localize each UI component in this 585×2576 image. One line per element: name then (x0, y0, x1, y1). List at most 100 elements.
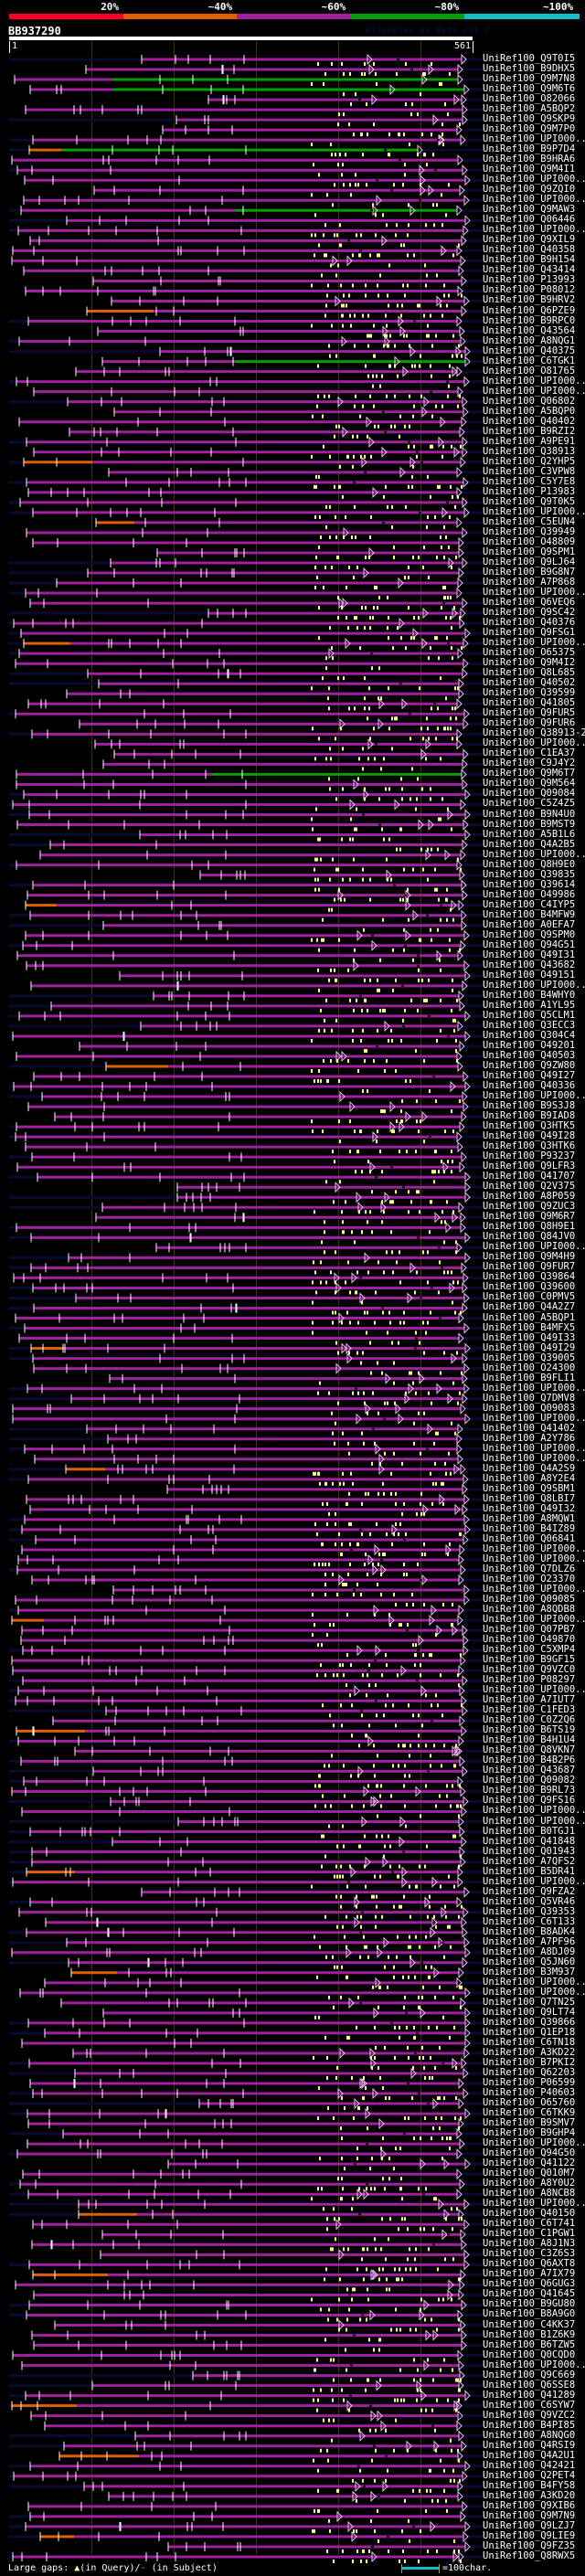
hit-label[interactable]: UniRef100_Q94G51 (483, 938, 576, 950)
hit-label[interactable]: UniRef100_B4IZ89 (483, 1522, 576, 1534)
hit-label[interactable]: UniRef100_A9PE91 (483, 435, 576, 447)
hit-label[interactable]: UniRef100_Q9SBM1 (483, 1482, 576, 1494)
hit-label[interactable]: UniRef100_Q38913 (483, 445, 576, 457)
hit-label[interactable]: UniRef100_Q49I33 (483, 1331, 576, 1343)
hit-label[interactable]: UniRef100_Q9ZUC3 (483, 1201, 576, 1213)
hit-label[interactable]: UniRef100_Q49I29 (483, 1341, 576, 1353)
hit-label[interactable]: UniRef100_Q41402 (483, 1422, 576, 1434)
hit-label[interactable]: UniRef100_Q38913-2 (483, 727, 585, 739)
hit-label[interactable]: UniRef100_Q40336 (483, 1080, 576, 1092)
hit-label[interactable]: UniRef100_C5Z4Z5 (483, 798, 576, 810)
hit-label[interactable]: UniRef100_Q9M4I1 (483, 164, 576, 175)
hit-label[interactable]: UniRef100_Q06446 (483, 214, 576, 226)
hit-label[interactable]: UniRef100_UPI000.. (483, 2198, 585, 2210)
hit-label[interactable]: UniRef100_UPI000.. (483, 2359, 585, 2370)
hit-label[interactable]: UniRef100_Q4A2B5 (483, 838, 576, 850)
hit-label[interactable]: UniRef100_C5Y7E8 (483, 475, 576, 487)
hit-label[interactable]: UniRef100_UPI000.. (483, 737, 585, 749)
hit-label[interactable]: UniRef100_Q40502 (483, 677, 576, 689)
hit-label[interactable]: UniRef100_Q41848 (483, 1835, 576, 1847)
hit-label[interactable]: UniRef100_Q8L685 (483, 667, 576, 679)
hit-label[interactable]: UniRef100_Q4A2Z7 (483, 1301, 576, 1313)
hit-label[interactable]: UniRef100_B9IAD8 (483, 1110, 576, 1122)
hit-label[interactable]: UniRef100_Q010M7 (483, 2168, 576, 2179)
hit-label[interactable]: UniRef100_Q42421 (483, 2459, 576, 2471)
hit-label[interactable]: UniRef100_Q6SSE8 (483, 2379, 576, 2390)
hit-label[interactable]: UniRef100_O49870 (483, 1634, 576, 1646)
hit-label[interactable]: UniRef100_Q43682 (483, 959, 576, 970)
hit-label[interactable]: UniRef100_B9SMV7 (483, 2117, 576, 2129)
hit-label[interactable]: UniRef100_Q41289 (483, 2389, 576, 2401)
hit-label[interactable]: UniRef100_Q39599 (483, 687, 576, 699)
hit-label[interactable]: UniRef100_A7P868 (483, 577, 576, 588)
hit-label[interactable]: UniRef100_Q9FUR6 (483, 717, 576, 729)
hit-label[interactable]: UniRef100_Q39005 (483, 1352, 576, 1363)
hit-label[interactable]: UniRef100_A7IUT7 (483, 1694, 576, 1706)
hit-label[interactable]: UniRef100_P93237 (483, 1150, 576, 1162)
hit-label[interactable]: UniRef100_Q06841 (483, 1532, 576, 1544)
hit-label[interactable]: UniRef100_Q62203 (483, 2067, 576, 2078)
hit-label[interactable]: UniRef100_B9N4U0 (483, 808, 576, 820)
hit-label[interactable]: UniRef100_UPI000.. (483, 979, 585, 991)
hit-label[interactable]: UniRef100_Q7DMV8 (483, 1392, 576, 1404)
hit-label[interactable]: UniRef100_B9RZI2 (483, 425, 576, 437)
hit-label[interactable]: UniRef100_Q6AXT8 (483, 2258, 576, 2270)
hit-label[interactable]: UniRef100_Q01943 (483, 1845, 576, 1857)
hit-label[interactable]: UniRef100_P13983 (483, 485, 576, 497)
hit-label[interactable]: UniRef100_Q9M6T6 (483, 83, 576, 95)
hit-label[interactable]: UniRef100_Q40358 (483, 244, 576, 256)
hit-label[interactable]: UniRef100_A5BQP1 (483, 1311, 576, 1323)
hit-label[interactable]: UniRef100_Q09083 (483, 1402, 576, 1414)
hit-label[interactable]: UniRef100_A5BQP2 (483, 103, 576, 115)
hit-label[interactable]: UniRef100_A8J1N3 (483, 2238, 576, 2250)
hit-label[interactable]: UniRef100_Q49I32 (483, 1502, 576, 1514)
hit-label[interactable]: UniRef100_B9GF15 (483, 1654, 576, 1666)
hit-label[interactable]: UniRef100_Q3HTK5 (483, 1120, 576, 1132)
hit-label[interactable]: UniRef100_B7PKI2 (483, 2056, 576, 2068)
hit-label[interactable]: UniRef100_A7IX79 (483, 2268, 576, 2280)
hit-label[interactable]: UniRef100_B0TGJ1 (483, 1825, 576, 1837)
hit-label[interactable]: UniRef100_C6T741 (483, 2218, 576, 2230)
hit-label[interactable]: UniRef100_O82066 (483, 93, 576, 105)
hit-label[interactable]: UniRef100_A8NQG1 (483, 334, 576, 346)
hit-label[interactable]: UniRef100_UPI000.. (483, 2137, 585, 2149)
hit-label[interactable]: UniRef100_C1PGW1 (483, 2228, 576, 2240)
hit-label[interactable]: UniRef100_UPI000.. (483, 587, 585, 599)
hit-label[interactable]: UniRef100_Q41805 (483, 697, 576, 709)
hit-label[interactable]: UniRef100_Q9FUR7 (483, 1261, 576, 1273)
hit-label[interactable]: UniRef100_A5BQP0 (483, 405, 576, 417)
hit-label[interactable]: UniRef100_A8P059 (483, 1191, 576, 1203)
hit-label[interactable]: UniRef100_B9DHX5 (483, 63, 576, 75)
hit-label[interactable]: UniRef100_UPI000.. (483, 1442, 585, 1454)
hit-label[interactable]: UniRef100_B9FLI1 (483, 1372, 576, 1383)
hit-label[interactable]: UniRef100_C1FED3 (483, 1704, 576, 1716)
hit-label[interactable]: UniRef100_Q8H9E1 (483, 1221, 576, 1233)
hit-label[interactable]: UniRef100_Q9LT74 (483, 2006, 576, 2018)
hit-label[interactable]: UniRef100_C4IYP5 (483, 898, 576, 910)
hit-label[interactable]: UniRef100_Q9VZC0 (483, 1664, 576, 1676)
hit-label[interactable]: UniRef100_B9RL73 (483, 1785, 576, 1797)
hit-label[interactable]: UniRef100_Q9ZQI0 (483, 184, 576, 196)
hit-label[interactable]: UniRef100_Q8VKN7 (483, 1744, 576, 1756)
hit-label[interactable]: UniRef100_UPI000.. (483, 1805, 585, 1817)
hit-label[interactable]: UniRef100_Q9M6T7 (483, 768, 576, 779)
hit-label[interactable]: UniRef100_Q8RWX5 (483, 2549, 576, 2561)
hit-label[interactable]: UniRef100_Q9FZ35 (483, 2539, 576, 2551)
hit-label[interactable]: UniRef100_Q9FS16 (483, 1795, 576, 1807)
hit-label[interactable]: UniRef100_Q9SC42 (483, 607, 576, 619)
hit-label[interactable]: UniRef100_UPI000.. (483, 1584, 585, 1595)
hit-label[interactable]: UniRef100_O49986 (483, 888, 576, 900)
hit-label[interactable]: UniRef100_Q84JV0 (483, 1231, 576, 1243)
hit-label[interactable]: UniRef100_B6TZW5 (483, 2338, 576, 2350)
hit-label[interactable]: UniRef100_C6TGK1 (483, 355, 576, 366)
hit-label[interactable]: UniRef100_C5EUN4 (483, 515, 576, 527)
hit-label[interactable]: UniRef100_Q9LZJ7 (483, 2519, 576, 2531)
hit-label[interactable]: UniRef100_A7PF96 (483, 1935, 576, 1947)
hit-label[interactable]: UniRef100_Q39600 (483, 1281, 576, 1293)
hit-label[interactable]: UniRef100_B4B2P6 (483, 1754, 576, 1766)
hit-label[interactable]: UniRef100_UPI000.. (483, 224, 585, 236)
hit-label[interactable]: UniRef100_B9GHP4 (483, 2127, 576, 2139)
hit-label[interactable]: UniRef100_Q41645 (483, 2288, 576, 2300)
hit-label[interactable]: UniRef100_Q9ZW80 (483, 1060, 576, 1071)
hit-label[interactable]: UniRef100_A1YL95 (483, 999, 576, 1011)
